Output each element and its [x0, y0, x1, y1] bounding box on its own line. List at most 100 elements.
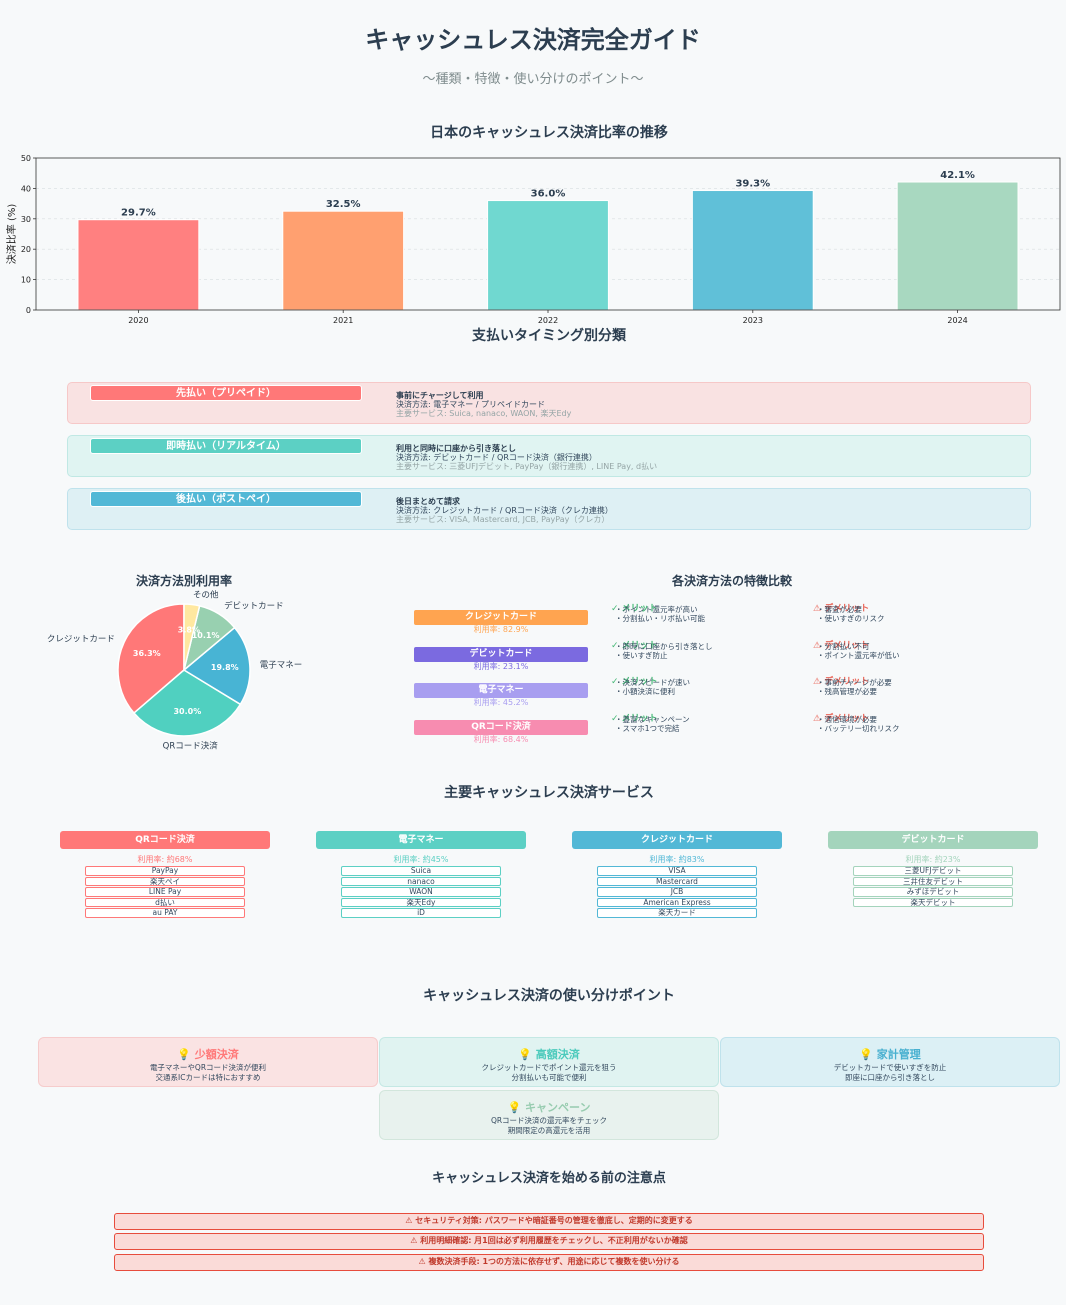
demerit-item: ・残高管理が必要 [817, 687, 877, 696]
demerit-block: ⚠ デメリット ・分割払い不可 ・ポイント還元率が低い [813, 641, 1013, 661]
pie-chart-title: 決済方法別利用率 [135, 574, 232, 588]
usage-card: 💡 高額決済 クレジットカードでポイント還元を狙う 分割払いも可能で便利 [379, 1037, 719, 1087]
merit-block: ✓ メリット ・豊富なキャンペーン ・スマホ1つで完結 [611, 715, 801, 734]
service-item: nanaco [341, 876, 501, 886]
merit-heading: ✓ メリット [611, 677, 658, 687]
service-usage-rate: 利用率: 約68% [137, 855, 193, 864]
pie-category-label: クレジットカード [47, 634, 115, 644]
pie-slice [117, 603, 185, 715]
pie-category-label: その他 [193, 590, 219, 601]
merit-item: ・スマホ1つで完結 [615, 724, 680, 733]
demerit-item: ・バッテリー切れリスク [817, 724, 900, 733]
compare-section-title: 各決済方法の特徴比較 [671, 574, 792, 588]
demerit-heading: ⚠ デメリット [813, 714, 870, 724]
bar-value-label: 32.5% [326, 199, 361, 210]
merit-heading: ✓ メリット [611, 641, 658, 651]
service-column: デビットカード 利用率: 約23% 三菱UFJデビット 三井住友デビット みずほデビット… [828, 831, 1038, 907]
demerit-item: ・通信環境が必要 [817, 715, 877, 724]
usage-card-desc: 交通系ICカードは特におすすめ [155, 1072, 261, 1082]
page-title: キャッシュレス決済完全ガイド [365, 26, 701, 54]
method-name-bar: 電子マネー [414, 683, 588, 698]
y-tick-label: 20 [21, 245, 31, 254]
service-item: 楽天Edy [341, 897, 501, 907]
service-item: iD [341, 908, 501, 918]
services-section-title: 主要キャッシュレス決済サービス [444, 785, 654, 801]
merit-item: ・豊富なキャンペーン [615, 715, 690, 724]
demerit-item: ・ポイント還元率が低い [817, 651, 900, 660]
bar [691, 190, 814, 311]
timing-badge: 後払い（ポストペイ） [90, 491, 362, 507]
usage-card: 💡 キャンペーン QRコード決済の還元率をチェック 期間限定の高還元を活用 [379, 1090, 719, 1140]
timing-badge: 即時払い（リアルタイム） [90, 438, 362, 454]
usage-card-desc: 電子マネーやQRコード決済が便利 [149, 1063, 267, 1072]
merit-item: ・決済スピードが速い [615, 678, 690, 687]
pie-value-label: 3.8% [178, 625, 200, 634]
service-usage-rate: 利用率: 約83% [649, 855, 705, 864]
service-item: PayPay [85, 866, 245, 876]
method-name-bar: デビットカード [414, 647, 588, 662]
merit-block: ✓ メリット ・ポイント還元率が高い ・分割払い・リボ払い可能 [611, 605, 801, 624]
service-column: 電子マネー 利用率: 約45% Suica nanaco WAON 楽天Edy iD [316, 831, 526, 918]
demerit-item: ・使いすぎのリスク [817, 614, 885, 623]
bar-value-label: 39.3% [735, 179, 770, 190]
demerit-heading: ⚠ デメリット [813, 641, 870, 651]
demerit-lines: ・分割払い不可 ・ポイント還元率が低い [817, 642, 1017, 660]
pie-value-label: 19.8% [211, 663, 239, 672]
merit-item: ・分割払い・リボ払い可能 [615, 614, 705, 623]
caution-item: ⚠ セキュリティ対策: パスワードや暗証番号の管理を徹底し、定期的に変更する [114, 1213, 984, 1230]
method-usage-rate: 利用率: 82.9% [473, 625, 529, 634]
service-item: 楽天ペイ [85, 876, 245, 886]
timing-line-services: 主要サービス: Suica, nanaco, WAON, 楽天Edy [396, 409, 572, 418]
bar [487, 200, 609, 311]
usage-card-title: 💡 少額決済 [177, 1048, 239, 1061]
demerit-item: ・審査が必要 [817, 605, 862, 614]
service-column-header: 電子マネー [316, 831, 526, 849]
x-tick-label: 2022 [538, 316, 558, 325]
usage-card-desc: 期間限定の高還元を活用 [507, 1125, 591, 1135]
pie-category-label: QRコード決済 [163, 741, 219, 752]
demerit-item: ・事前チャージが必要 [817, 678, 892, 687]
y-tick-label: 50 [21, 154, 31, 163]
timing-line-services: 主要サービス: VISA, Mastercard, JCB, PayPay（クレ… [396, 515, 610, 524]
bar-chart-title: 日本のキャッシュレス決済比率の推移 [430, 125, 668, 141]
bar-value-label: 36.0% [531, 189, 566, 200]
bar-plot-frame [35, 157, 1061, 311]
merit-item: ・即時に口座から引き落とし [615, 642, 713, 651]
pie-slice [183, 603, 201, 671]
pie-chart: 36.3% クレジットカード 30.0% QRコード決済 19.8% 電子マネー 10.1%… [47, 590, 302, 752]
service-column: クレジットカード 利用率: 約83% VISA Mastercard JCB Americ… [572, 831, 782, 918]
y-tick-label: 10 [21, 276, 31, 285]
service-item: 楽天カード [597, 908, 757, 918]
service-item: 三井住友デビット [853, 876, 1013, 886]
demerit-heading: ⚠ デメリット [813, 604, 870, 614]
pie-value-label: 10.1% [192, 631, 220, 640]
cautions-section-title: キャッシュレス決済を始める前の注意点 [432, 1171, 666, 1186]
timing-section-title: 支払いタイミング別分類 [472, 328, 626, 344]
y-axis-label: 決済比率 (%) [5, 204, 18, 265]
timing-line-summary: 事前にチャージして利用 [396, 391, 484, 400]
service-item: みずほデビット [853, 887, 1013, 897]
usage-card: 💡 家計管理 デビットカードで使いすぎを防止 即座に口座から引き落とし [720, 1037, 1060, 1087]
y-tick-label: 0 [26, 306, 31, 315]
timing-row: 即時払い（リアルタイム） 利用と同時に口座から引き落とし 決済方法: デビットカード… [67, 435, 1031, 477]
merit-item: ・使いすぎ防止 [615, 651, 668, 660]
merit-item: ・ポイント還元率が高い [615, 605, 698, 614]
method-name-bar: QRコード決済 [414, 720, 588, 735]
demerit-lines: ・審査が必要 ・使いすぎのリスク [817, 605, 1017, 623]
service-item: American Express [597, 897, 757, 907]
timing-description: 利用と同時に口座から引き落とし 決済方法: デビットカード / QRコード決済（銀… [396, 444, 657, 471]
service-item: WAON [341, 887, 501, 897]
merit-lines: ・決済スピードが速い ・小額決済に便利 [615, 678, 805, 696]
pie-value-label: 30.0% [173, 707, 201, 716]
bar-value-label: 29.7% [121, 208, 156, 219]
x-tick-label: 2020 [128, 316, 148, 325]
merit-block: ✓ メリット ・決済スピードが速い ・小額決済に便利 [611, 677, 801, 697]
service-item: Suica [341, 866, 501, 876]
pie-slice [182, 626, 251, 706]
service-item: 三菱UFJデビット [853, 866, 1013, 876]
demerit-block: ⚠ デメリット ・事前チャージが必要 ・残高管理が必要 [813, 678, 1013, 697]
service-column-header: デビットカード [828, 831, 1038, 849]
demerit-lines: ・事前チャージが必要 ・残高管理が必要 [817, 678, 1017, 696]
timing-line-services: 主要サービス: 三菱UFJデビット, PayPay（銀行連携）, LINE Pa… [396, 462, 658, 471]
demerit-lines: ・通信環境が必要 ・バッテリー切れリスク [817, 715, 1017, 733]
